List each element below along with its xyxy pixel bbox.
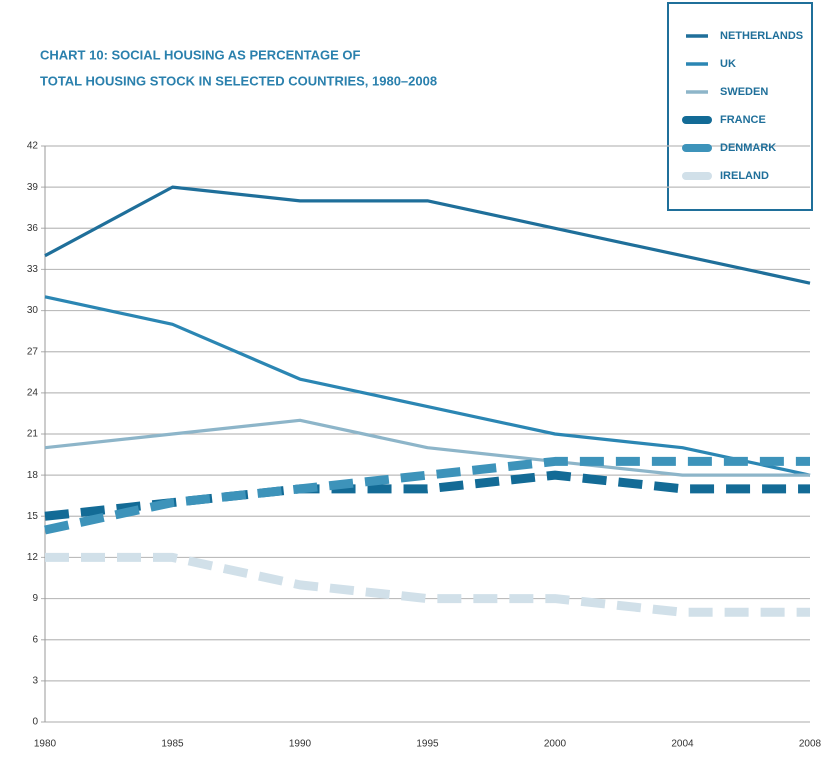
- series-line: [44, 456, 810, 535]
- y-tick-label: 15: [27, 511, 39, 522]
- y-tick-label: 12: [27, 552, 39, 563]
- y-tick-label: 18: [27, 470, 39, 481]
- y-tick-label: 6: [32, 634, 38, 645]
- y-tick-label: 33: [27, 264, 39, 275]
- x-tick-label: 1995: [416, 739, 439, 750]
- y-tick-label: 39: [27, 182, 39, 193]
- legend-label: SWEDEN: [720, 86, 768, 98]
- y-tick-label: 0: [32, 717, 38, 728]
- legend-label: DENMARK: [720, 142, 776, 154]
- legend-label: FRANCE: [720, 114, 766, 126]
- y-tick-label: 9: [32, 593, 38, 604]
- x-tick-label: 1985: [161, 739, 184, 750]
- series-line: [45, 552, 810, 617]
- chart-title: CHART 10: SOCIAL HOUSING AS PERCENTAGE O…: [40, 47, 361, 62]
- x-tick-label: 2004: [671, 739, 694, 750]
- y-tick-label: 3: [32, 675, 38, 686]
- series-line: [44, 470, 810, 521]
- legend-label: UK: [720, 58, 736, 70]
- chart-title: TOTAL HOUSING STOCK IN SELECTED COUNTRIE…: [40, 73, 437, 88]
- y-tick-label: 27: [27, 346, 39, 357]
- y-tick-label: 30: [27, 305, 39, 316]
- series-line: [44, 185, 811, 285]
- x-tick-label: 1980: [34, 739, 57, 750]
- y-tick-label: 42: [27, 141, 39, 152]
- x-tick-label: 1990: [289, 739, 312, 750]
- legend-label: IRELAND: [720, 170, 769, 182]
- legend-label: NETHERLANDS: [720, 30, 803, 42]
- y-tick-label: 24: [27, 387, 39, 398]
- legend-box: [667, 2, 813, 211]
- y-tick-label: 36: [27, 223, 39, 234]
- series-line: [44, 418, 810, 477]
- y-tick-label: 21: [27, 429, 39, 440]
- series-line: [44, 295, 811, 477]
- x-tick-label: 2000: [544, 739, 567, 750]
- x-tick-label: 2008: [799, 739, 822, 750]
